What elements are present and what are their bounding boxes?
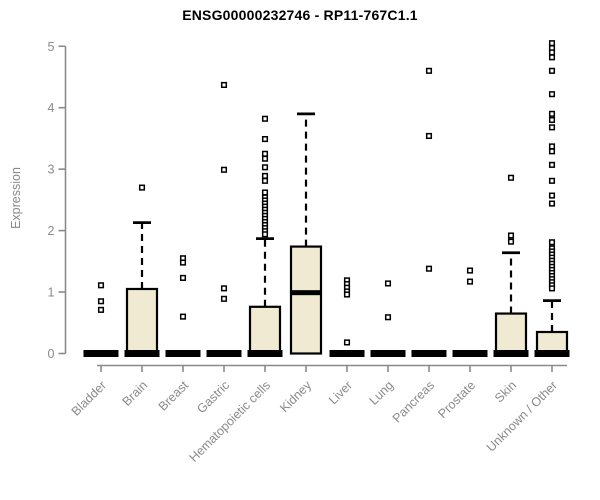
x-label-hematopoietic-cells: Hematopoietic cells xyxy=(187,378,274,465)
outlier-skin-0 xyxy=(507,174,515,181)
outlier-unknown-other-8 xyxy=(548,124,556,131)
outlier-unknown-other-10 xyxy=(548,148,556,155)
x-label-breast: Breast xyxy=(156,378,192,414)
outlier-prostate-0 xyxy=(466,267,474,274)
outlier-breast-3 xyxy=(179,313,187,320)
outlier-unknown-other-7 xyxy=(548,116,556,124)
outlier-hematopoietic-cells-2 xyxy=(261,150,269,157)
y-tick-label-1: 1 xyxy=(48,286,55,300)
x-label-bladder: Bladder xyxy=(69,378,109,418)
box-brain xyxy=(125,287,159,355)
y-tick-label-4: 4 xyxy=(48,101,55,115)
median-kidney xyxy=(291,290,321,296)
outlier-skin-2 xyxy=(507,238,515,245)
outlier-lung-1 xyxy=(384,314,392,321)
x-label-lung: Lung xyxy=(367,378,397,408)
outlier-hematopoietic-cells-5 xyxy=(261,172,269,179)
box-kidney xyxy=(289,245,323,355)
outlier-unknown-other-4 xyxy=(548,67,556,74)
median-skin xyxy=(493,350,529,357)
outlier-unknown-other-2 xyxy=(548,49,556,56)
chart-title: ENSG00000232746 - RP11-767C1.1 xyxy=(182,7,418,23)
outlier-unknown-other-12 xyxy=(548,177,556,184)
outlier-hematopoietic-cells-3 xyxy=(261,155,269,162)
outlier-unknown-other-5 xyxy=(548,91,556,98)
box-hematopoietic-cells xyxy=(248,305,282,355)
outlier-gastric-0 xyxy=(220,81,228,89)
collapsed-box-prostate xyxy=(452,350,488,357)
x-label-kidney: Kidney xyxy=(277,378,314,415)
outlier-bladder-0 xyxy=(97,282,105,289)
outlier-hematopoietic-cells-4 xyxy=(261,164,269,171)
x-label-gastric: Gastric xyxy=(194,378,232,416)
outlier-hematopoietic-cells-20 xyxy=(261,231,269,238)
outlier-bladder-2 xyxy=(97,306,105,313)
outlier-gastric-2 xyxy=(220,285,228,292)
outlier-unknown-other-15 xyxy=(548,239,556,246)
outlier-pancreas-2 xyxy=(425,265,433,272)
outlier-unknown-other-3 xyxy=(548,54,556,61)
collapsed-box-bladder xyxy=(83,350,119,357)
x-label-brain: Brain xyxy=(120,378,151,409)
x-label-pancreas: Pancreas xyxy=(390,378,437,425)
outlier-hematopoietic-cells-0 xyxy=(261,115,269,122)
outlier-pancreas-0 xyxy=(425,67,433,74)
collapsed-box-breast xyxy=(165,350,201,357)
outlier-lung-0 xyxy=(384,280,392,287)
outlier-pancreas-1 xyxy=(425,132,433,140)
outlier-unknown-other-11 xyxy=(548,161,556,168)
y-tick-label-0: 0 xyxy=(48,347,55,361)
x-label-prostate: Prostate xyxy=(435,378,478,421)
outlier-gastric-1 xyxy=(220,166,228,173)
y-tick-label-5: 5 xyxy=(48,40,55,54)
x-label-liver: Liver xyxy=(326,378,355,407)
outlier-hematopoietic-cells-7 xyxy=(261,189,269,196)
collapsed-box-liver xyxy=(329,350,365,357)
outlier-unknown-other-6 xyxy=(548,110,556,117)
outlier-breast-2 xyxy=(179,274,187,281)
outlier-skin-1 xyxy=(507,232,515,239)
outlier-prostate-1 xyxy=(466,278,474,285)
outlier-unknown-other-29 xyxy=(548,285,556,292)
collapsed-box-pancreas xyxy=(411,350,447,357)
outlier-hematopoietic-cells-6 xyxy=(261,177,269,184)
x-label-unknown-other: Unknown / Other xyxy=(484,378,560,454)
outlier-bladder-1 xyxy=(97,298,105,305)
median-hematopoietic-cells xyxy=(247,350,283,357)
outlier-unknown-other-13 xyxy=(548,192,556,199)
collapsed-box-lung xyxy=(370,350,406,357)
outlier-hematopoietic-cells-1 xyxy=(261,135,269,143)
median-brain xyxy=(124,350,160,357)
outlier-unknown-other-14 xyxy=(548,200,556,207)
median-unknown-other xyxy=(534,350,570,357)
box-skin xyxy=(494,312,528,355)
outlier-liver-4 xyxy=(343,291,351,298)
y-tick-label-3: 3 xyxy=(48,163,55,177)
y-tick-label-2: 2 xyxy=(48,224,55,238)
outlier-breast-1 xyxy=(179,259,187,266)
outlier-gastric-3 xyxy=(220,295,228,302)
x-label-skin: Skin xyxy=(492,378,519,405)
outlier-brain-0 xyxy=(138,184,146,191)
outlier-unknown-other-9 xyxy=(548,143,556,150)
collapsed-box-gastric xyxy=(206,350,242,357)
outlier-unknown-other-0 xyxy=(548,40,556,47)
outlier-liver-5 xyxy=(343,339,351,346)
